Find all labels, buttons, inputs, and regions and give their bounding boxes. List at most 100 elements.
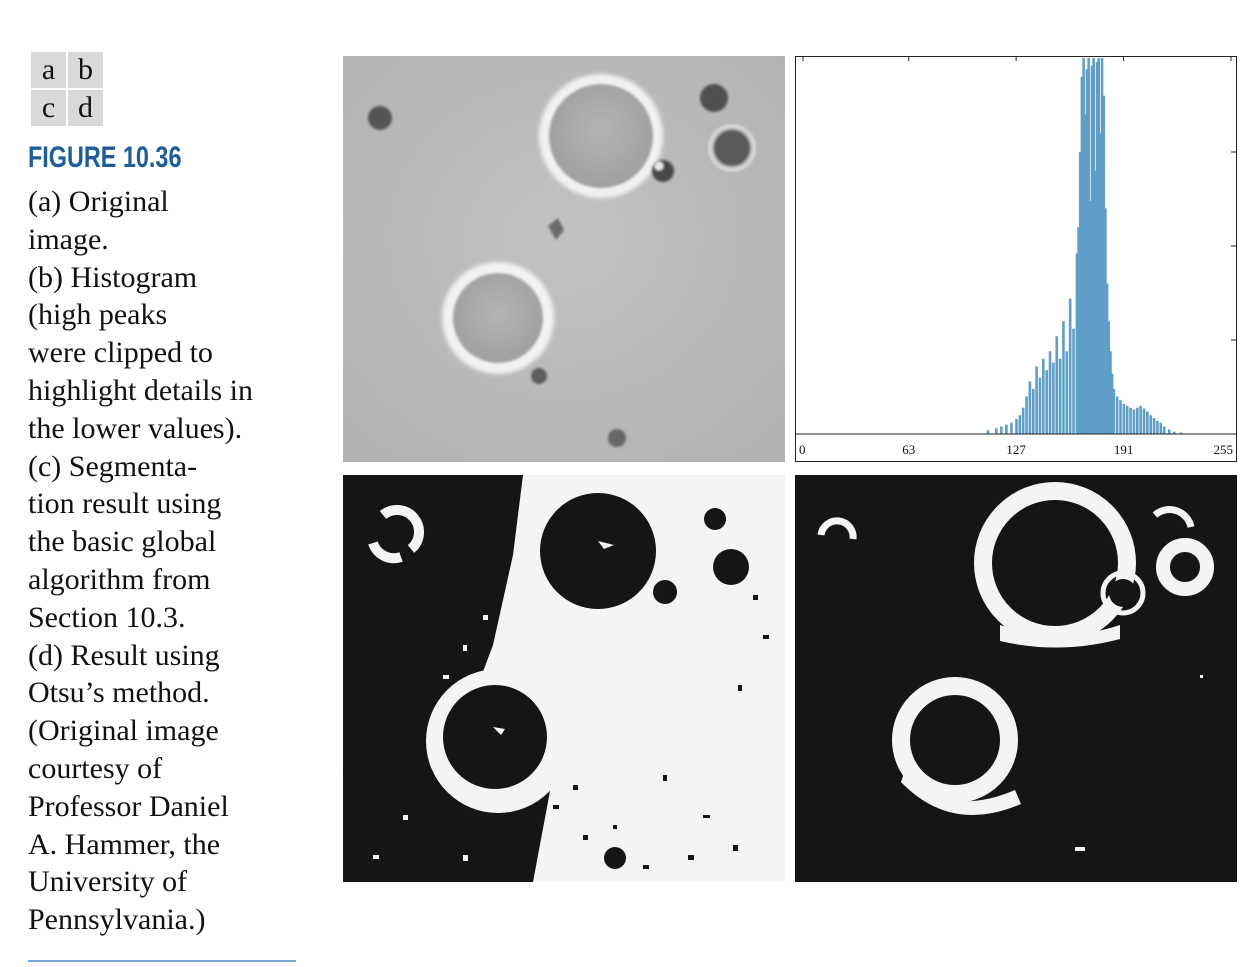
histogram-bar (1077, 227, 1080, 434)
caption-line: image. (28, 222, 109, 256)
histogram-bar (1015, 418, 1018, 434)
histogram-bar (1115, 396, 1119, 434)
panel-d-otsu-result (795, 475, 1237, 882)
panel-c-global-threshold-result (343, 475, 785, 882)
histogram-bar (1055, 336, 1059, 434)
histogram-bar (1083, 114, 1087, 435)
histogram-bar (1109, 351, 1112, 434)
histogram-y-ticks (1231, 151, 1237, 341)
histogram-bar (1082, 58, 1085, 434)
caption-line: Pennsylvania.) (28, 903, 206, 937)
histogram-bar (1097, 58, 1101, 434)
histogram-bar (1048, 351, 1052, 434)
histogram-bar (1156, 420, 1159, 434)
histogram-bar (1065, 351, 1069, 434)
caption-line: (Original image (28, 714, 219, 748)
histogram-bar (1035, 366, 1038, 434)
histogram-bar (1031, 388, 1035, 434)
x-tick-label: 127 (1006, 442, 1026, 457)
histogram-bar (1119, 400, 1122, 434)
histogram-bar (1010, 422, 1013, 434)
histogram-bar (1104, 208, 1107, 434)
panel-key: a b c d (31, 52, 103, 126)
histogram-bar (1152, 418, 1156, 434)
histogram-bar (1105, 283, 1109, 434)
panel-key-c: c (31, 90, 66, 126)
x-tick-label: 63 (902, 442, 915, 457)
histogram-bar (1159, 422, 1163, 434)
histogram-chart: 0 63 127 191 255 (795, 56, 1237, 462)
histogram-bar (1085, 69, 1089, 434)
caption-line: (high peaks (28, 298, 168, 332)
histogram-bar (1038, 377, 1042, 434)
caption-line: University of (28, 865, 188, 899)
caption-line: (b) Histogram (28, 260, 198, 294)
histogram-bar (1102, 95, 1106, 434)
histogram-bar (1045, 370, 1048, 434)
histogram-bar (1062, 321, 1065, 434)
histogram-bar (1139, 405, 1142, 434)
histogram-bar (1028, 381, 1032, 434)
caption-line: Professor Daniel (28, 789, 229, 823)
histogram-bar (986, 430, 990, 434)
panel-key-d: d (68, 90, 103, 126)
histogram-bar (1025, 396, 1028, 434)
histogram-bar (1136, 407, 1139, 434)
caption-line: (a) Original (28, 185, 169, 218)
histogram-bar (1100, 58, 1104, 434)
histogram-bar (1112, 388, 1116, 434)
histogram-bar (1095, 61, 1099, 434)
histogram-bar (1078, 152, 1082, 434)
histogram-ticks: 0 63 127 191 255 (799, 56, 1233, 457)
panel-a-original-image (343, 56, 785, 462)
caption-line: the basic global (28, 525, 217, 559)
histogram-bar (1122, 403, 1126, 434)
caption-line: Otsu’s method. (28, 676, 210, 710)
histogram-bars (986, 58, 1183, 435)
histogram-bar (1087, 58, 1090, 434)
caption-line: (c) Segmenta- (28, 449, 198, 483)
caption-line: the lower values). (28, 411, 243, 445)
figure-caption: (a) Original image. (b) Histogram (high … (28, 183, 318, 939)
histogram-bar (1172, 431, 1176, 434)
histogram-bar (1089, 200, 1092, 434)
x-tick-label: 0 (799, 442, 806, 457)
histogram-bar (1129, 407, 1132, 434)
caption-line: algorithm from (28, 562, 211, 596)
x-tick-label: 255 (1214, 442, 1234, 457)
histogram-bar (1167, 429, 1171, 434)
histogram-bar (1149, 415, 1153, 434)
histogram-bar (1110, 373, 1114, 434)
histogram-bar (1179, 432, 1183, 434)
histogram-bar (1094, 170, 1097, 435)
otsu-result-render (795, 475, 1237, 882)
figure-label: FIGURE 10.36 (28, 141, 182, 174)
histogram-bar (1075, 253, 1079, 434)
panel-key-b: b (68, 52, 103, 88)
histogram-bar (1099, 133, 1102, 434)
histogram-bar (1000, 426, 1003, 434)
caption-rule (28, 960, 296, 962)
histogram-bar (1068, 298, 1072, 434)
histogram-bar (1072, 328, 1075, 434)
histogram-bar (1058, 358, 1062, 434)
histogram-bar (1132, 409, 1136, 434)
histogram-bar (1092, 58, 1095, 434)
caption-line: Section 10.3. (28, 600, 186, 634)
caption-line: A. Hammer, the (28, 827, 221, 861)
x-tick-label: 191 (1114, 442, 1134, 457)
panel-key-a: a (31, 52, 66, 88)
global-threshold-render (343, 475, 785, 882)
histogram-bar (1005, 424, 1008, 434)
histogram-bar (1052, 362, 1055, 434)
histogram-bar (995, 428, 998, 434)
histogram-bar (1090, 65, 1094, 435)
histogram-bar (1018, 415, 1022, 434)
histogram-bar (1080, 76, 1084, 435)
caption-line: (d) Result using (28, 638, 220, 672)
caption-line: were clipped to (28, 336, 213, 370)
caption-line: tion result using (28, 487, 222, 521)
histogram-bar (1142, 408, 1146, 434)
original-image-render (343, 56, 785, 462)
histogram-bar (1021, 407, 1025, 434)
